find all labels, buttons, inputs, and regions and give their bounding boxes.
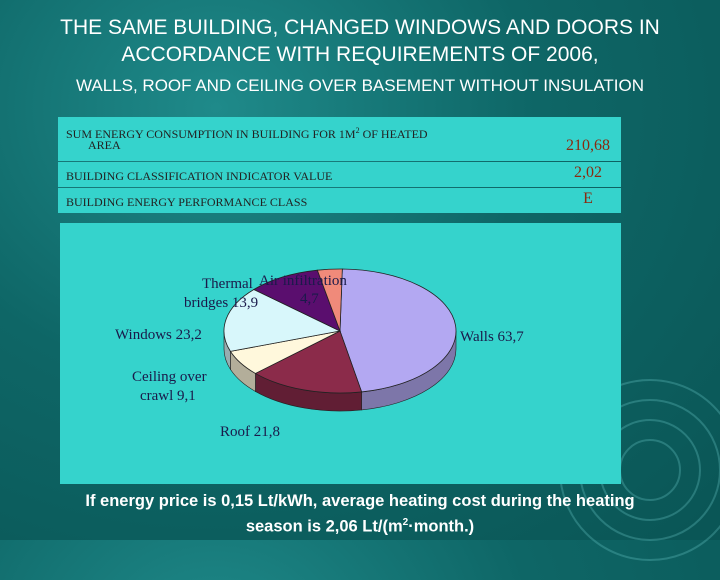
label-roof: Roof 21,8: [220, 424, 280, 440]
table-row: BUILDING ENERGY PERFORMANCE CLASS E: [58, 188, 621, 213]
pie-slice-air-infiltration: [316, 268, 343, 332]
footer-line-2-a: season is 2,06 Lt/(m: [245, 517, 403, 536]
value-energy-consumption: 210,68: [566, 137, 610, 154]
row-label-text: SUM ENERGY CONSUMPTION IN BUILDING FOR 1…: [66, 127, 356, 141]
pie-chart: Walls 63,7 Roof 21,8 Ceiling over crawl …: [115, 268, 524, 440]
table-row: SUM ENERGY CONSUMPTION IN BUILDING FOR 1…: [58, 117, 621, 161]
value-energy-class: E: [583, 190, 593, 207]
table-row: BUILDING CLASSIFICATION INDICATOR VALUE …: [58, 162, 621, 187]
pie-slices: [223, 268, 457, 394]
row-label-energy-consumption: SUM ENERGY CONSUMPTION IN BUILDING FOR 1…: [66, 124, 506, 141]
value-classification: 2,02: [574, 164, 602, 181]
footer-line-2: season is 2,06 Lt/(m2·month.): [0, 512, 720, 538]
label-ceiling-line-1: Ceiling over: [132, 369, 207, 385]
footer-line-2-b: ·month.): [408, 517, 475, 536]
row-label-text-b: OF HEATED: [359, 127, 428, 141]
label-walls: Walls 63,7: [460, 329, 524, 345]
footer-line-1: If energy price is 0,15 Lt/kWh, average …: [85, 492, 635, 510]
label-thermal-line-2: bridges 13,9: [184, 295, 258, 311]
label-ceiling-line-2: crawl 9,1: [140, 388, 196, 404]
row-label-classification: BUILDING CLASSIFICATION INDICATOR VALUE: [66, 169, 333, 183]
pie-slice-roof: [254, 330, 363, 394]
label-thermal-line-1: Thermal: [202, 276, 253, 292]
label-air-line-1: Air infiltration: [259, 273, 347, 289]
footer-superscript: 2: [402, 517, 409, 528]
pie-slice-windows: [223, 289, 342, 352]
row-label-energy-class: BUILDING ENERGY PERFORMANCE CLASS: [66, 195, 308, 209]
footer-note: If energy price is 0,15 Lt/kWh, average …: [0, 490, 720, 538]
pie-slice-walls: [339, 268, 457, 393]
pie-chart-panel: Walls 63,7 Roof 21,8 Ceiling over crawl …: [60, 223, 621, 484]
row-label-area: AREA: [88, 138, 121, 152]
superscript-2: 2: [355, 126, 360, 135]
title-line-1: THE SAME BUILDING, CHANGED WINDOWS AND D…: [60, 16, 660, 39]
label-windows: Windows 23,2: [115, 327, 202, 343]
page-subtitle: WALLS, ROOF AND CEILING OVER BASEMENT WI…: [75, 76, 644, 95]
pie-slice-thermal-bridges: [253, 269, 341, 332]
title-line-2: ACCORDANCE WITH REQUIREMENTS OF 2006,: [121, 43, 599, 66]
page-title: THE SAME BUILDING, CHANGED WINDOWS AND D…: [0, 14, 720, 68]
label-air-line-2: 4,7: [300, 291, 319, 307]
